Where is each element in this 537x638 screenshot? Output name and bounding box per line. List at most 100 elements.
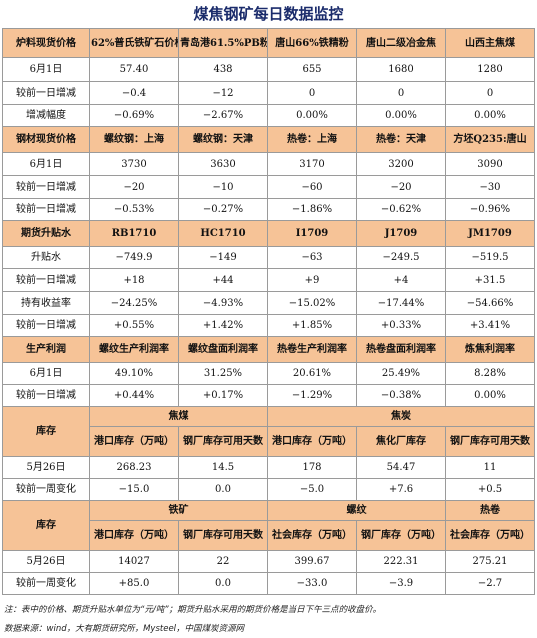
profit-section-label: 生产利润 bbox=[2, 336, 90, 363]
table-row: 持有收益率 −24.25% −4.93% −15.02% −17.44% −54… bbox=[2, 291, 535, 315]
table-cell: 655 bbox=[267, 57, 357, 82]
table-cell: +31.5 bbox=[445, 268, 535, 292]
table-row: 升贴水 −749.9 −149 −63 −249.5 −519.5 bbox=[2, 246, 535, 269]
table-cell: −0.53% bbox=[89, 198, 179, 221]
table-cell: +0.44% bbox=[89, 384, 179, 407]
table-cell: +1.85% bbox=[267, 314, 357, 337]
table-cell: 268.23 bbox=[89, 456, 179, 479]
table-cell: −0.27% bbox=[178, 198, 268, 221]
profit-col-hrc-futures: 热卷盘面利润率 bbox=[356, 336, 446, 363]
table-cell: 0 bbox=[356, 81, 446, 105]
table-cell: 0.00% bbox=[356, 104, 446, 127]
table-row: 6月1日 3730 3630 3170 3200 3090 bbox=[2, 152, 535, 176]
table-cell: 0.00% bbox=[445, 384, 535, 407]
row-label: 增减幅度 bbox=[2, 104, 90, 127]
row-label: 6月1日 bbox=[2, 362, 90, 385]
table-cell: −20 bbox=[356, 175, 446, 199]
inventory1-group-coke: 焦炭 bbox=[267, 406, 535, 427]
table-cell: +0.55% bbox=[89, 314, 179, 337]
table-cell: −63 bbox=[267, 246, 357, 269]
furnace-col-iron-concentrate: 唐山66%铁精粉 bbox=[267, 28, 357, 58]
table-row: 较前一日增减 +0.55% +1.42% +1.85% +0.33% +3.41… bbox=[2, 314, 535, 337]
table-cell: −2.67% bbox=[178, 104, 268, 127]
table-cell: 178 bbox=[267, 456, 357, 479]
table-cell: −1.86% bbox=[267, 198, 357, 221]
table-cell: −10 bbox=[178, 175, 268, 199]
row-label: 较前一周变化 bbox=[2, 572, 90, 595]
table-row: 5月26日 268.23 14.5 178 54.47 11 bbox=[2, 456, 535, 479]
steel-col-rebar-tianjin: 螺纹钢：天津 bbox=[178, 126, 268, 153]
table-cell: 25.49% bbox=[356, 362, 446, 385]
data-source: 数据来源：wind，大有期货研究所，Mysteel，中国煤炭资源网 bbox=[4, 624, 245, 634]
table-cell: −0.62% bbox=[356, 198, 446, 221]
furnace-col-met-coke: 唐山二级冶金焦 bbox=[356, 28, 446, 58]
inventory1-col-coke-port-stock: 港口库存（万吨） bbox=[267, 426, 357, 457]
table-cell: −24.25% bbox=[89, 291, 179, 315]
table-cell: 3170 bbox=[267, 152, 357, 176]
table-cell: 1280 bbox=[445, 57, 535, 82]
profit-col-rebar-production: 螺纹生产利润率 bbox=[89, 336, 179, 363]
inventory1-col-coking-plant-stock: 焦化厂库存 bbox=[356, 426, 446, 457]
inventory2-col-port-stock: 港口库存（万吨） bbox=[89, 520, 179, 551]
table-cell: +0.33% bbox=[356, 314, 446, 337]
table-cell: 3730 bbox=[89, 152, 179, 176]
row-label: 升贴水 bbox=[2, 246, 90, 269]
table-row: 较前一日增减 +18 +44 +9 +4 +31.5 bbox=[2, 268, 535, 292]
monitor-table: 炉料现货价格 62%普氏铁矿石价格指数 青岛港61.5%PB粉 唐山66%铁精粉… bbox=[2, 28, 535, 595]
table-cell: +9 bbox=[267, 268, 357, 292]
table-cell: 14027 bbox=[89, 550, 179, 573]
inventory2-section-label: 库存 bbox=[2, 500, 90, 551]
table-cell: +4 bbox=[356, 268, 446, 292]
furnace-header-row: 炉料现货价格 62%普氏铁矿石价格指数 青岛港61.5%PB粉 唐山66%铁精粉… bbox=[2, 28, 535, 58]
row-label: 较前一日增减 bbox=[2, 175, 90, 199]
table-cell: +44 bbox=[178, 268, 268, 292]
table-cell: −17.44% bbox=[356, 291, 446, 315]
table-row: 较前一日增减 −0.53% −0.27% −1.86% −0.62% −0.96… bbox=[2, 198, 535, 221]
steel-header-row: 钢材现货价格 螺纹钢：上海 螺纹钢：天津 热卷：上海 热卷：天津 方坯Q235:… bbox=[2, 126, 535, 153]
table-cell: −54.66% bbox=[445, 291, 535, 315]
table-cell: −15.0 bbox=[89, 478, 179, 501]
basis-col-jm1709: JM1709 bbox=[445, 220, 535, 247]
table-cell: +0.17% bbox=[178, 384, 268, 407]
table-cell: 57.40 bbox=[89, 57, 179, 82]
table-cell: −5.0 bbox=[267, 478, 357, 501]
table-cell: 438 bbox=[178, 57, 268, 82]
table-cell: −1.29% bbox=[267, 384, 357, 407]
table-cell: +85.0 bbox=[89, 572, 179, 595]
inventory2-col-rebar-mill: 钢厂库存（万吨） bbox=[356, 520, 446, 551]
table-cell: −749.9 bbox=[89, 246, 179, 269]
steel-col-hrc-tianjin: 热卷：天津 bbox=[356, 126, 446, 153]
footnote: 注：表中的价格、期货升贴水单位为“元/吨”；期货升贴水采用的期货价格是当日下午三… bbox=[4, 605, 382, 615]
table-cell: −249.5 bbox=[356, 246, 446, 269]
table-cell: −15.02% bbox=[267, 291, 357, 315]
table-cell: +1.42% bbox=[178, 314, 268, 337]
table-cell: −2.7 bbox=[445, 572, 535, 595]
table-cell: 399.67 bbox=[267, 550, 357, 573]
table-row: 较前一周变化 +85.0 0.0 −33.0 −3.9 −2.7 bbox=[2, 572, 535, 595]
table-row: 较前一日增减 −0.4 −12 0 0 0 bbox=[2, 81, 535, 105]
inventory1-col-port-stock: 港口库存（万吨） bbox=[89, 426, 179, 457]
table-cell: −519.5 bbox=[445, 246, 535, 269]
table-cell: +18 bbox=[89, 268, 179, 292]
inventory2-group-row: 库存 铁矿 螺纹 热卷 bbox=[2, 500, 535, 551]
inventory2-col-mill-days: 钢厂库存可用天数 bbox=[178, 520, 268, 551]
steel-col-billet-tangshan: 方坯Q235:唐山 bbox=[445, 126, 535, 153]
inventory2-group-rebar: 螺纹 bbox=[267, 500, 446, 521]
furnace-col-iron-ore-index: 62%普氏铁矿石价格指数 bbox=[89, 28, 179, 58]
table-cell: 54.47 bbox=[356, 456, 446, 479]
table-row: 5月26日 14027 22 399.67 222.31 275.21 bbox=[2, 550, 535, 573]
table-cell: 3630 bbox=[178, 152, 268, 176]
table-cell: 3200 bbox=[356, 152, 446, 176]
table-cell: 0.0 bbox=[178, 478, 268, 501]
table-cell: 0.0 bbox=[178, 572, 268, 595]
table-cell: 14.5 bbox=[178, 456, 268, 479]
table-cell: 31.25% bbox=[178, 362, 268, 385]
table-cell: 0 bbox=[267, 81, 357, 105]
table-cell: 1680 bbox=[356, 57, 446, 82]
table-row: 6月1日 57.40 438 655 1680 1280 bbox=[2, 57, 535, 82]
steel-section-label: 钢材现货价格 bbox=[2, 126, 90, 153]
furnace-section-label: 炉料现货价格 bbox=[2, 28, 90, 58]
basis-col-i1709: I1709 bbox=[267, 220, 357, 247]
basis-col-hc1710: HC1710 bbox=[178, 220, 268, 247]
table-cell: −20 bbox=[89, 175, 179, 199]
